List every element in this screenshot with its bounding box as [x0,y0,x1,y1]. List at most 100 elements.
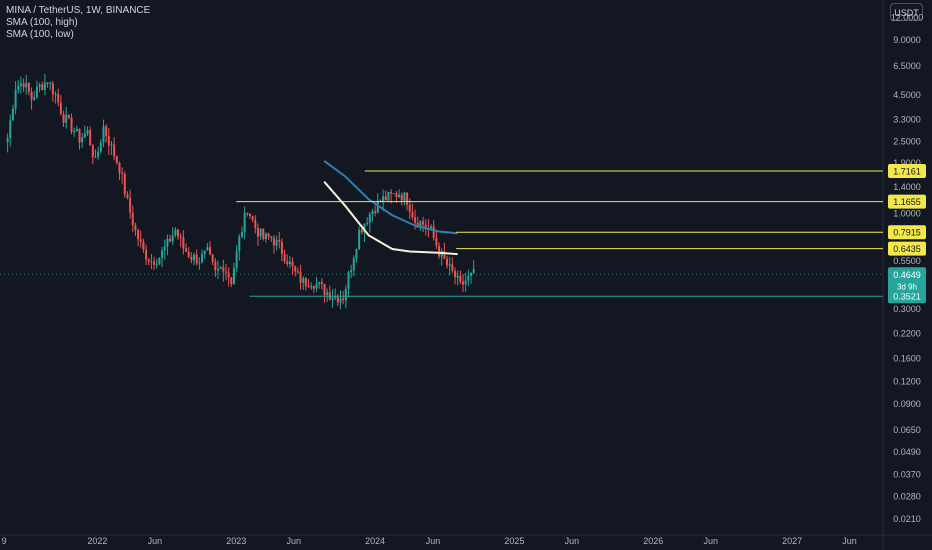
y-tick-label: 0.0650 [893,425,921,435]
candle-body [59,102,62,114]
candle-body [203,250,206,255]
candle-body [14,89,17,109]
candle-body [33,97,36,100]
y-tick-label: 1.4000 [893,182,921,192]
candle-body [411,211,414,218]
y-tick-label: 4.5000 [893,90,921,100]
y-tick-label: 1.0000 [893,209,921,219]
candle-body [464,280,467,285]
level-price-label: 0.3521 [893,292,921,302]
candle-body [408,204,411,212]
candle-body [65,114,68,123]
candle-body [35,87,38,98]
x-tick-label: Jun [703,536,718,546]
x-tick-label: Jun [842,536,857,546]
candle-body [392,193,395,195]
candle-body [134,225,137,231]
candle-body [398,194,401,198]
candle-body [435,237,438,246]
candle-body [467,275,470,281]
candle-body [94,157,97,159]
candle-body [251,216,254,220]
candle-body [430,226,433,229]
candle-body [360,229,363,233]
candle-body [232,268,235,285]
candle-body [371,211,374,215]
y-tick-label: 0.1600 [893,354,921,364]
candle-body [206,247,209,251]
sma-low-line [323,181,458,256]
candle-body [368,214,371,223]
y-tick-label: 12.0000 [891,12,924,22]
candle-body [438,245,441,257]
x-tick-label: 2025 [504,536,524,546]
chart-legend: MINA / TetherUS, 1W, BINANCE SMA (100, h… [6,5,150,41]
symbol-title[interactable]: MINA / TetherUS, 1W, BINANCE [6,5,151,16]
candle-body [121,172,124,174]
candle-body [390,191,393,194]
candle-body [470,272,473,276]
candle-body [366,222,369,224]
candle-body [227,272,230,278]
level-price-tag [888,241,926,256]
level-price-label: 1.7161 [893,167,921,177]
level-price-tag [888,225,926,240]
candle-body [41,84,44,91]
candle-body [352,258,355,271]
candle-body [126,194,129,198]
candle-body [432,226,435,238]
candle-body [54,94,57,96]
candle-body [355,249,358,259]
candle-body [334,296,337,299]
candle-body [25,82,28,88]
candle-body [248,214,251,217]
level-price-label: 0.6435 [893,244,921,254]
candle-body [118,162,121,173]
candle-body [171,235,174,242]
candle-body [358,229,361,250]
candle-body [137,230,140,240]
candle-body [182,237,185,249]
candle-body [158,257,161,265]
candle-body [75,128,78,132]
x-tick-label: 2022 [87,536,107,546]
candle-body [177,229,180,237]
candle-body [459,275,462,282]
candle-body [259,228,262,237]
level-price-label: 1.1655 [893,197,921,207]
sma-high-line [323,160,458,235]
current-price-label: 0.4649 [893,270,921,280]
candle-body [294,266,297,272]
candle-body [174,229,177,236]
indicator-sma-high[interactable]: SMA (100, high) [6,17,78,28]
currency-button[interactable]: USDT [890,3,923,21]
candle-body [326,292,329,295]
candle-body [291,261,294,267]
candle-body [145,249,148,260]
y-tick-label: 0.0210 [893,514,921,524]
candle-body [193,254,196,261]
candle-body [246,212,249,215]
indicator-sma-low[interactable]: SMA (100, low) [6,29,74,40]
y-tick-label: 9.0000 [893,35,921,45]
candle-body [198,262,201,264]
candle-body [350,270,353,273]
candle-body [339,298,342,303]
candle-body [155,264,158,266]
candle-body [419,221,422,228]
candle-body [99,142,102,152]
candle-body [110,144,113,146]
candle-body [78,128,81,143]
candle-body [46,82,49,84]
candle-body [83,133,86,138]
candle-body [254,219,257,229]
candle-body [363,223,366,233]
candle-body [67,114,70,118]
candle-body [456,275,459,278]
candle-body [283,253,286,262]
candle-body [336,296,339,303]
candle-body [163,246,166,251]
candle-body [446,258,449,266]
candle-body [38,84,41,88]
